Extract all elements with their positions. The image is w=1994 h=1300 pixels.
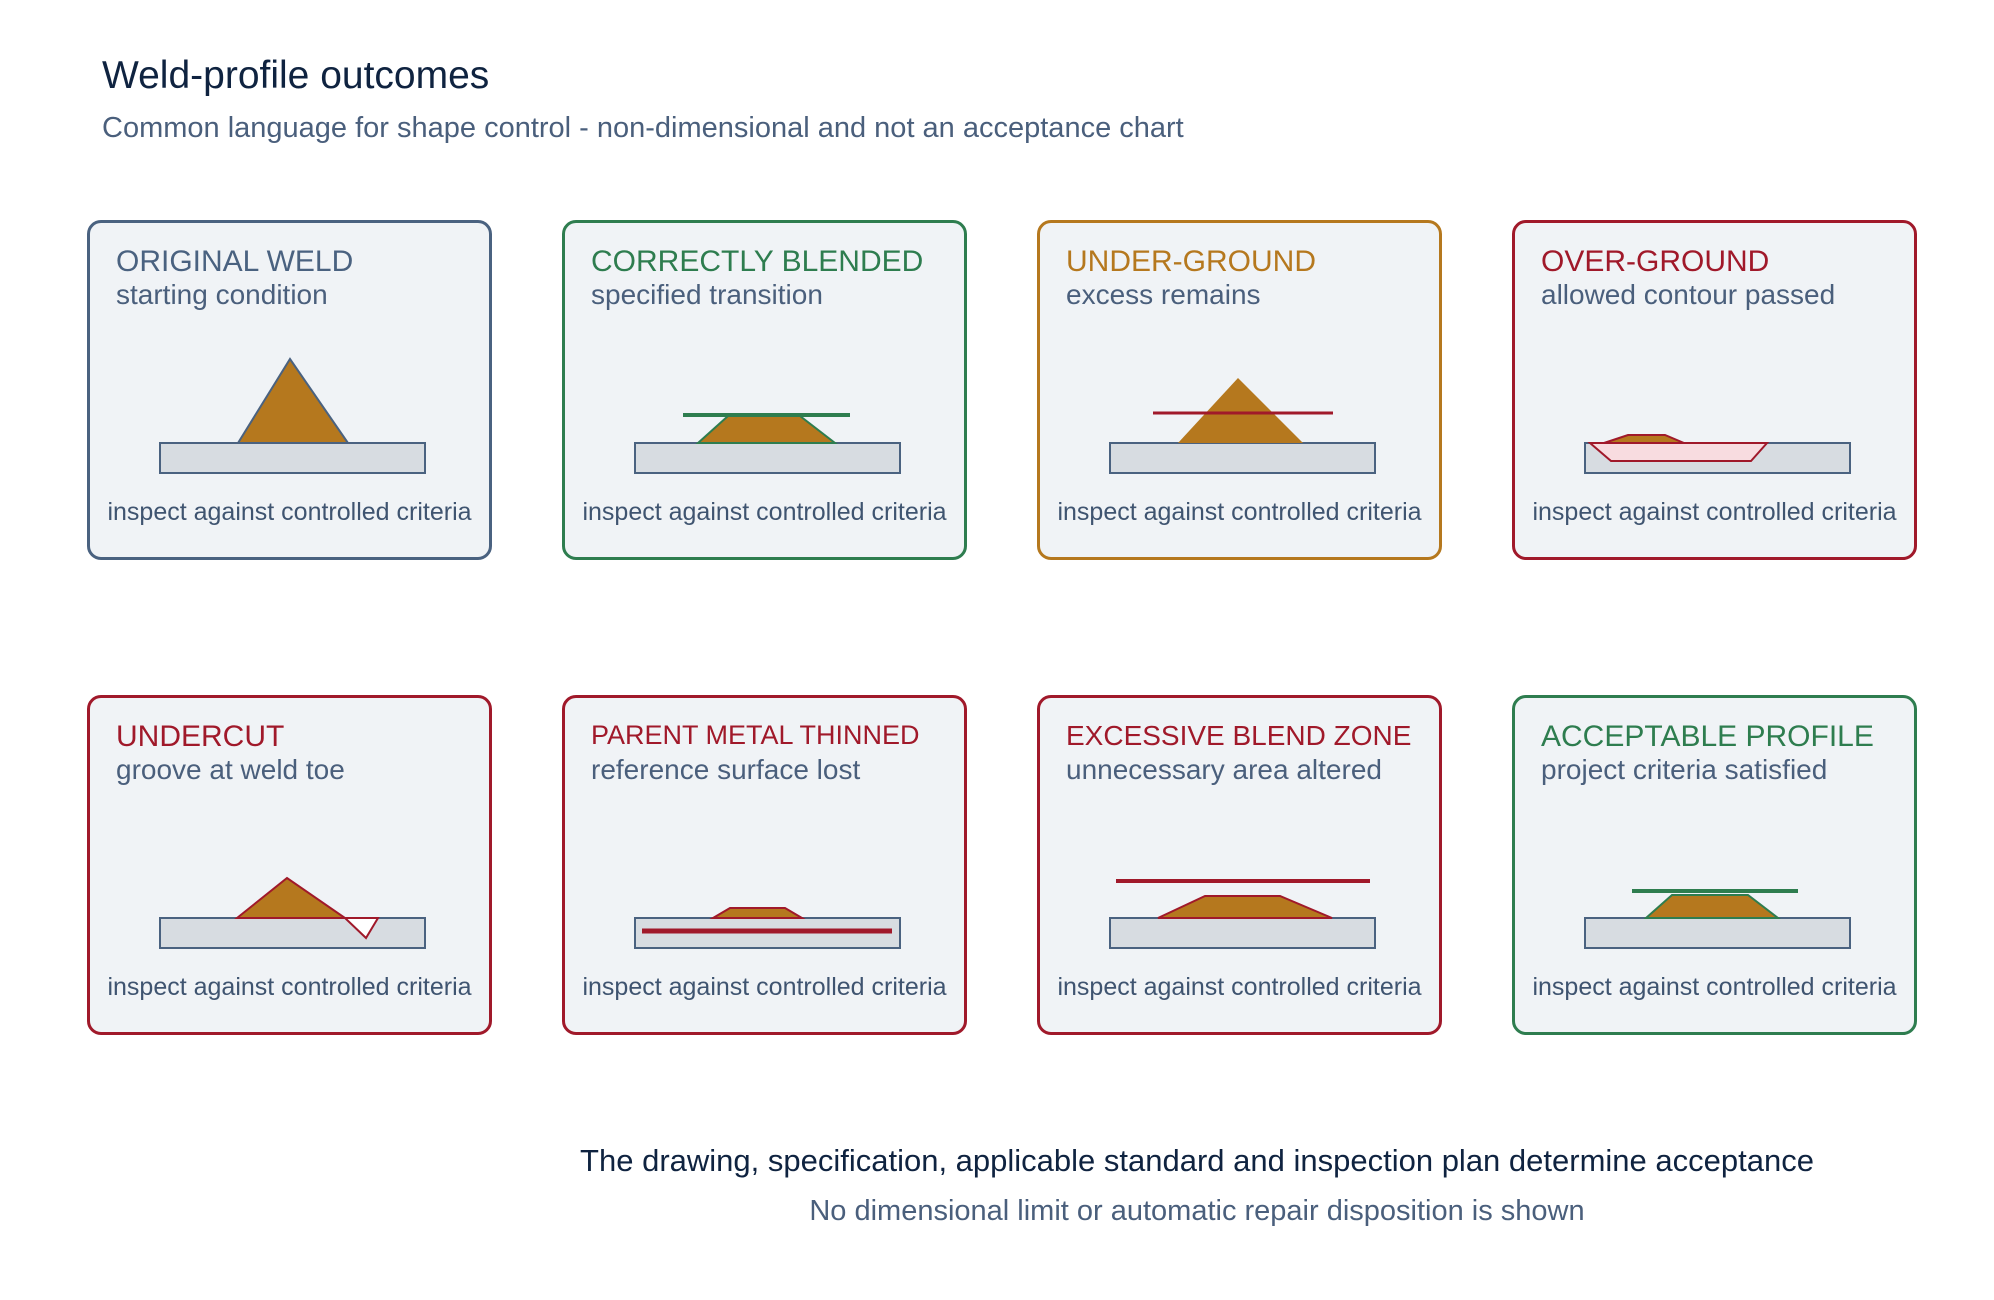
original-weld-profile-diagram [159,357,426,474]
card-note: inspect against controlled criteria [1532,498,1897,526]
card-acceptable-profile: ACCEPTABLE PROFILE project criteria sati… [1512,695,1917,1035]
page-title: Weld-profile outcomes [102,54,490,97]
footer-disclaimer: No dimensional limit or automatic repair… [809,1195,1585,1227]
base-plate [634,442,901,474]
card-subtitle: allowed contour passed [1541,279,1836,310]
weld-bead [695,415,838,444]
page-subtitle: Common language for shape control - non-… [102,112,1184,144]
card-subtitle: unnecessary area altered [1066,754,1382,785]
card-title: EXCESSIVE BLEND ZONE [1066,720,1412,751]
card-subtitle: specified transition [591,279,823,310]
weld-bead [709,907,806,919]
card-under-ground: UNDER-GROUND excess remains inspect agai… [1037,220,1442,560]
card-parent-metal-thinned: PARENT METAL THINNED reference surface l… [562,695,967,1035]
card-title: UNDERCUT [116,720,285,753]
over-ground-profile-diagram [1584,434,1851,474]
parent-metal-thinned-profile-diagram [634,907,901,949]
card-note: inspect against controlled criteria [1057,498,1422,526]
weld-bead [234,876,349,919]
base-plate [1109,917,1376,949]
under-ground-profile-diagram [1109,378,1376,474]
card-subtitle: groove at weld toe [116,754,345,785]
card-note: inspect against controlled criteria [1057,973,1422,1001]
card-note: inspect against controlled criteria [582,973,947,1001]
weld-bead [236,357,350,444]
card-original-weld: ORIGINAL WELD starting condition inspect… [87,220,492,560]
card-title: ACCEPTABLE PROFILE [1541,720,1874,753]
base-plate [159,917,426,949]
card-title: OVER-GROUND [1541,245,1770,278]
acceptable-profile-diagram [1584,889,1851,949]
undercut-profile-diagram [159,876,426,949]
weld-bead [1603,434,1685,444]
card-subtitle: starting condition [116,279,328,310]
undercut-groove [342,917,380,940]
card-subtitle: reference surface lost [591,754,861,785]
card-title: UNDER-GROUND [1066,245,1316,278]
base-plate [159,442,426,474]
footer-statement: The drawing, specification, applicable s… [580,1143,1814,1178]
base-plate [1109,442,1376,474]
card-title: PARENT METAL THINNED [591,720,920,750]
card-correctly-blended: CORRECTLY BLENDED specified transition i… [562,220,967,560]
card-subtitle: project criteria satisfied [1541,754,1828,785]
base-plate [1584,917,1851,949]
card-excessive-blend-zone: EXCESSIVE BLEND ZONE unnecessary area al… [1037,695,1442,1035]
weld-bead [1157,895,1333,919]
card-note: inspect against controlled criteria [1532,973,1897,1001]
card-undercut: UNDERCUT groove at weld toe inspect agai… [87,695,492,1035]
card-note: inspect against controlled criteria [107,498,472,526]
correctly-blended-profile-diagram [634,413,901,474]
card-note: inspect against controlled criteria [107,973,472,1001]
excessive-blend-zone-profile-diagram [1109,879,1376,949]
card-subtitle: excess remains [1066,279,1261,310]
card-note: inspect against controlled criteria [582,498,947,526]
card-over-ground: OVER-GROUND allowed contour passed inspe… [1512,220,1917,560]
weld-bead [1643,894,1781,919]
weld-bead [1178,378,1303,443]
ground-away-region [1587,442,1770,462]
card-title: CORRECTLY BLENDED [591,245,924,278]
card-title: ORIGINAL WELD [116,245,354,278]
